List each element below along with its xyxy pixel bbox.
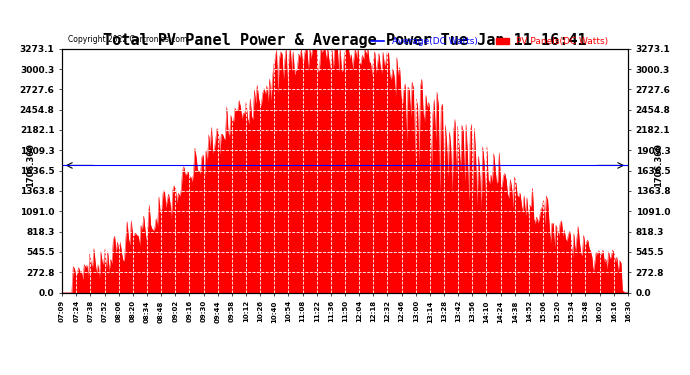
Title: Total PV Panel Power & Average Power Tue Jan 11 16:41: Total PV Panel Power & Average Power Tue… (104, 33, 586, 48)
Text: 1706.360: 1706.360 (26, 144, 35, 188)
Legend: Average(DC Watts), PV Panels(DC Watts): Average(DC Watts), PV Panels(DC Watts) (367, 34, 612, 50)
Text: Copyright 2022 Cartronics.com: Copyright 2022 Cartronics.com (68, 35, 187, 44)
Text: 1706.360: 1706.360 (655, 144, 664, 188)
